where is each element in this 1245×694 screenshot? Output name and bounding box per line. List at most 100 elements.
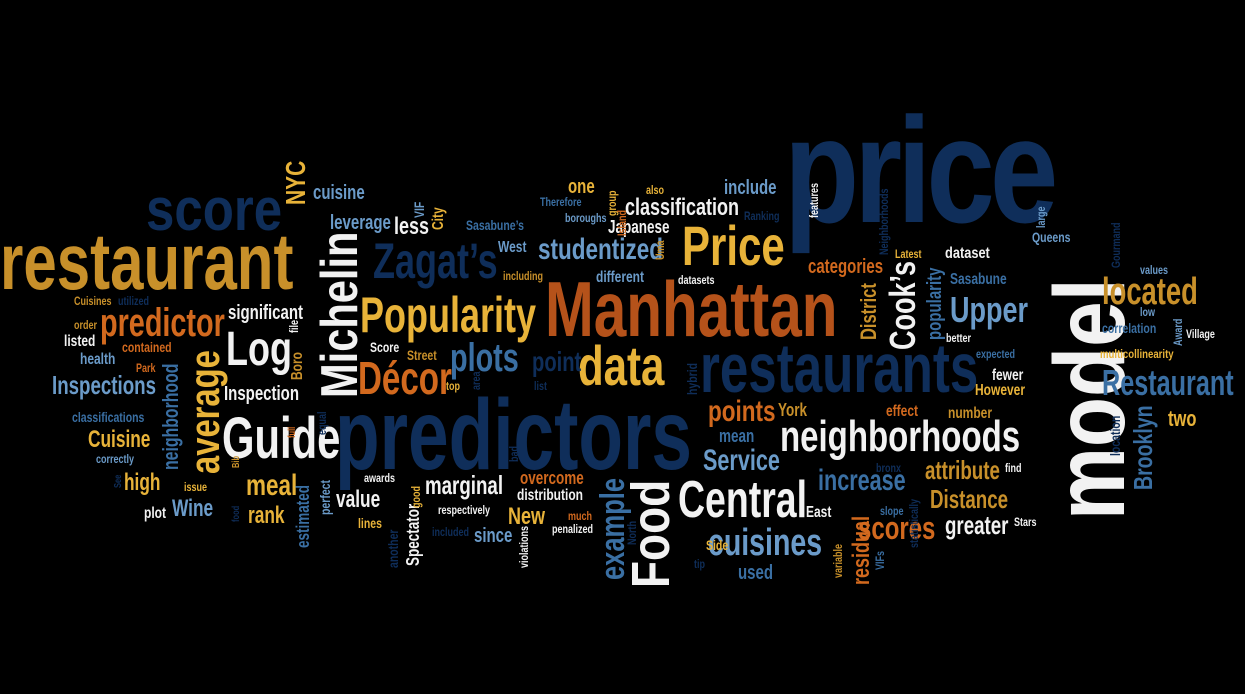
word-bad: bad <box>507 445 521 462</box>
word-health: health <box>80 351 116 368</box>
word-bronx: bronx <box>876 461 902 475</box>
word-increase: increase <box>818 464 906 497</box>
word-included: included <box>432 525 470 539</box>
word-including: including <box>503 269 543 283</box>
word-district: District <box>856 283 881 340</box>
word-york: York <box>778 400 808 420</box>
word-better: better <box>946 331 972 345</box>
word-attribute: attribute <box>925 455 1000 485</box>
word-perfect: perfect <box>317 479 333 515</box>
word-location: location <box>1107 415 1123 456</box>
word-penalized: penalized <box>552 522 594 536</box>
word-plots: plots <box>450 336 519 380</box>
word-city: City <box>430 207 447 230</box>
word-marginal: marginal <box>425 470 504 500</box>
word-neighborhoods-cap: Neighborhoods <box>877 188 891 255</box>
word-fewer: fewer <box>992 367 1024 384</box>
word-bib: Bib <box>231 455 242 468</box>
word-order: order <box>74 318 98 332</box>
word-greater: greater <box>945 510 1009 540</box>
word-another: another <box>385 529 401 568</box>
word-number: number <box>948 405 993 422</box>
word-value: value <box>336 486 381 513</box>
word-restaurants: restaurants <box>700 329 979 407</box>
word-wine: Wine <box>172 495 214 522</box>
word-inspections: Inspections <box>52 370 157 400</box>
word-nyc: NYC <box>280 160 311 205</box>
word-neighborhoods: neighborhoods <box>780 412 1021 461</box>
word-significant: significant <box>228 302 304 324</box>
word-however: However <box>975 382 1026 399</box>
word-high: high <box>124 469 161 496</box>
word-upper: Upper <box>950 289 1029 330</box>
word-list: list <box>534 379 548 393</box>
word-multicollinearity: multicollinearity <box>1100 347 1174 361</box>
word-values: values <box>1140 263 1169 277</box>
word-plot: plot <box>144 505 166 522</box>
word-new: New <box>508 503 546 530</box>
word-studentized: studentized <box>538 233 664 266</box>
word-latest: Latest <box>895 247 922 261</box>
word-respectively: respectively <box>438 503 491 517</box>
word-listed: listed <box>64 333 96 350</box>
word-island: Island <box>615 209 629 236</box>
word-boro: Boro <box>289 352 306 380</box>
word-expected: expected <box>976 347 1016 361</box>
word-predictor: predictor <box>100 301 225 345</box>
word-ranking: Ranking <box>744 209 780 223</box>
word-popularity: Popularity <box>360 287 537 343</box>
word-tip: tip <box>694 557 706 571</box>
word-one: one <box>568 176 595 198</box>
word-datasets: datasets <box>678 273 715 287</box>
word-manhattan: Manhattan <box>545 265 838 353</box>
word-since: since <box>474 525 513 547</box>
word-see: See <box>113 474 124 488</box>
word-sasabunes: Sasabune’s <box>466 217 524 233</box>
word-inspection: Inspection <box>224 383 300 405</box>
word-price: price <box>784 86 1058 254</box>
word-much: much <box>568 509 593 523</box>
word-utilized: utilized <box>118 294 150 308</box>
word-cuisine-cap: Cuisine <box>88 426 151 453</box>
word-classification: classification <box>625 194 740 221</box>
word-cuisines-cap: Cuisines <box>74 294 112 308</box>
word-statistically: statistically <box>907 498 921 548</box>
word-spectator: Spectator <box>403 503 423 566</box>
word-awards: awards <box>364 471 396 485</box>
word-violations: violations <box>517 525 531 568</box>
word-popularity-lc: popularity <box>924 267 946 340</box>
word-classifications: classifications <box>72 409 145 425</box>
word-restaurant: restaurant <box>0 217 294 306</box>
word-guide: Guide <box>222 406 341 471</box>
word-sasabune: Sasabune <box>950 271 1007 288</box>
word-score-cap: Score <box>370 339 400 355</box>
word-less: less <box>394 213 430 240</box>
word-leverage: leverage <box>330 212 391 234</box>
word-award: Award <box>1171 318 1185 346</box>
word-boroughs: boroughs <box>565 211 607 225</box>
word-area: area <box>469 371 483 390</box>
word-average: average <box>181 350 228 474</box>
word-decor: Décor <box>358 352 452 404</box>
word-north: North <box>625 521 639 545</box>
word-correctly: correctly <box>96 452 135 466</box>
word-correlation: correlation <box>1102 320 1157 336</box>
word-neighborhood: neighborhood <box>158 363 183 470</box>
word-stars: Stars <box>1014 515 1037 529</box>
word-contained: contained <box>122 339 172 355</box>
word-variable: variable <box>831 543 845 578</box>
word-price-cap: Price <box>682 214 785 277</box>
word-cuisine: cuisine <box>313 182 365 204</box>
word-slope: slope <box>880 504 904 518</box>
word-cooks: Cook’s <box>882 260 923 350</box>
word-also: also <box>646 183 665 197</box>
word-categories: categories <box>808 256 884 278</box>
word-used: used <box>738 562 774 584</box>
word-food-lc: food <box>231 505 242 522</box>
word-include: include <box>724 177 777 199</box>
word-side: Side <box>706 537 729 553</box>
word-large: large <box>1034 206 1048 228</box>
word-distribution: distribution <box>517 487 583 504</box>
word-effect: effect <box>886 403 919 420</box>
word-point: point <box>532 346 582 377</box>
